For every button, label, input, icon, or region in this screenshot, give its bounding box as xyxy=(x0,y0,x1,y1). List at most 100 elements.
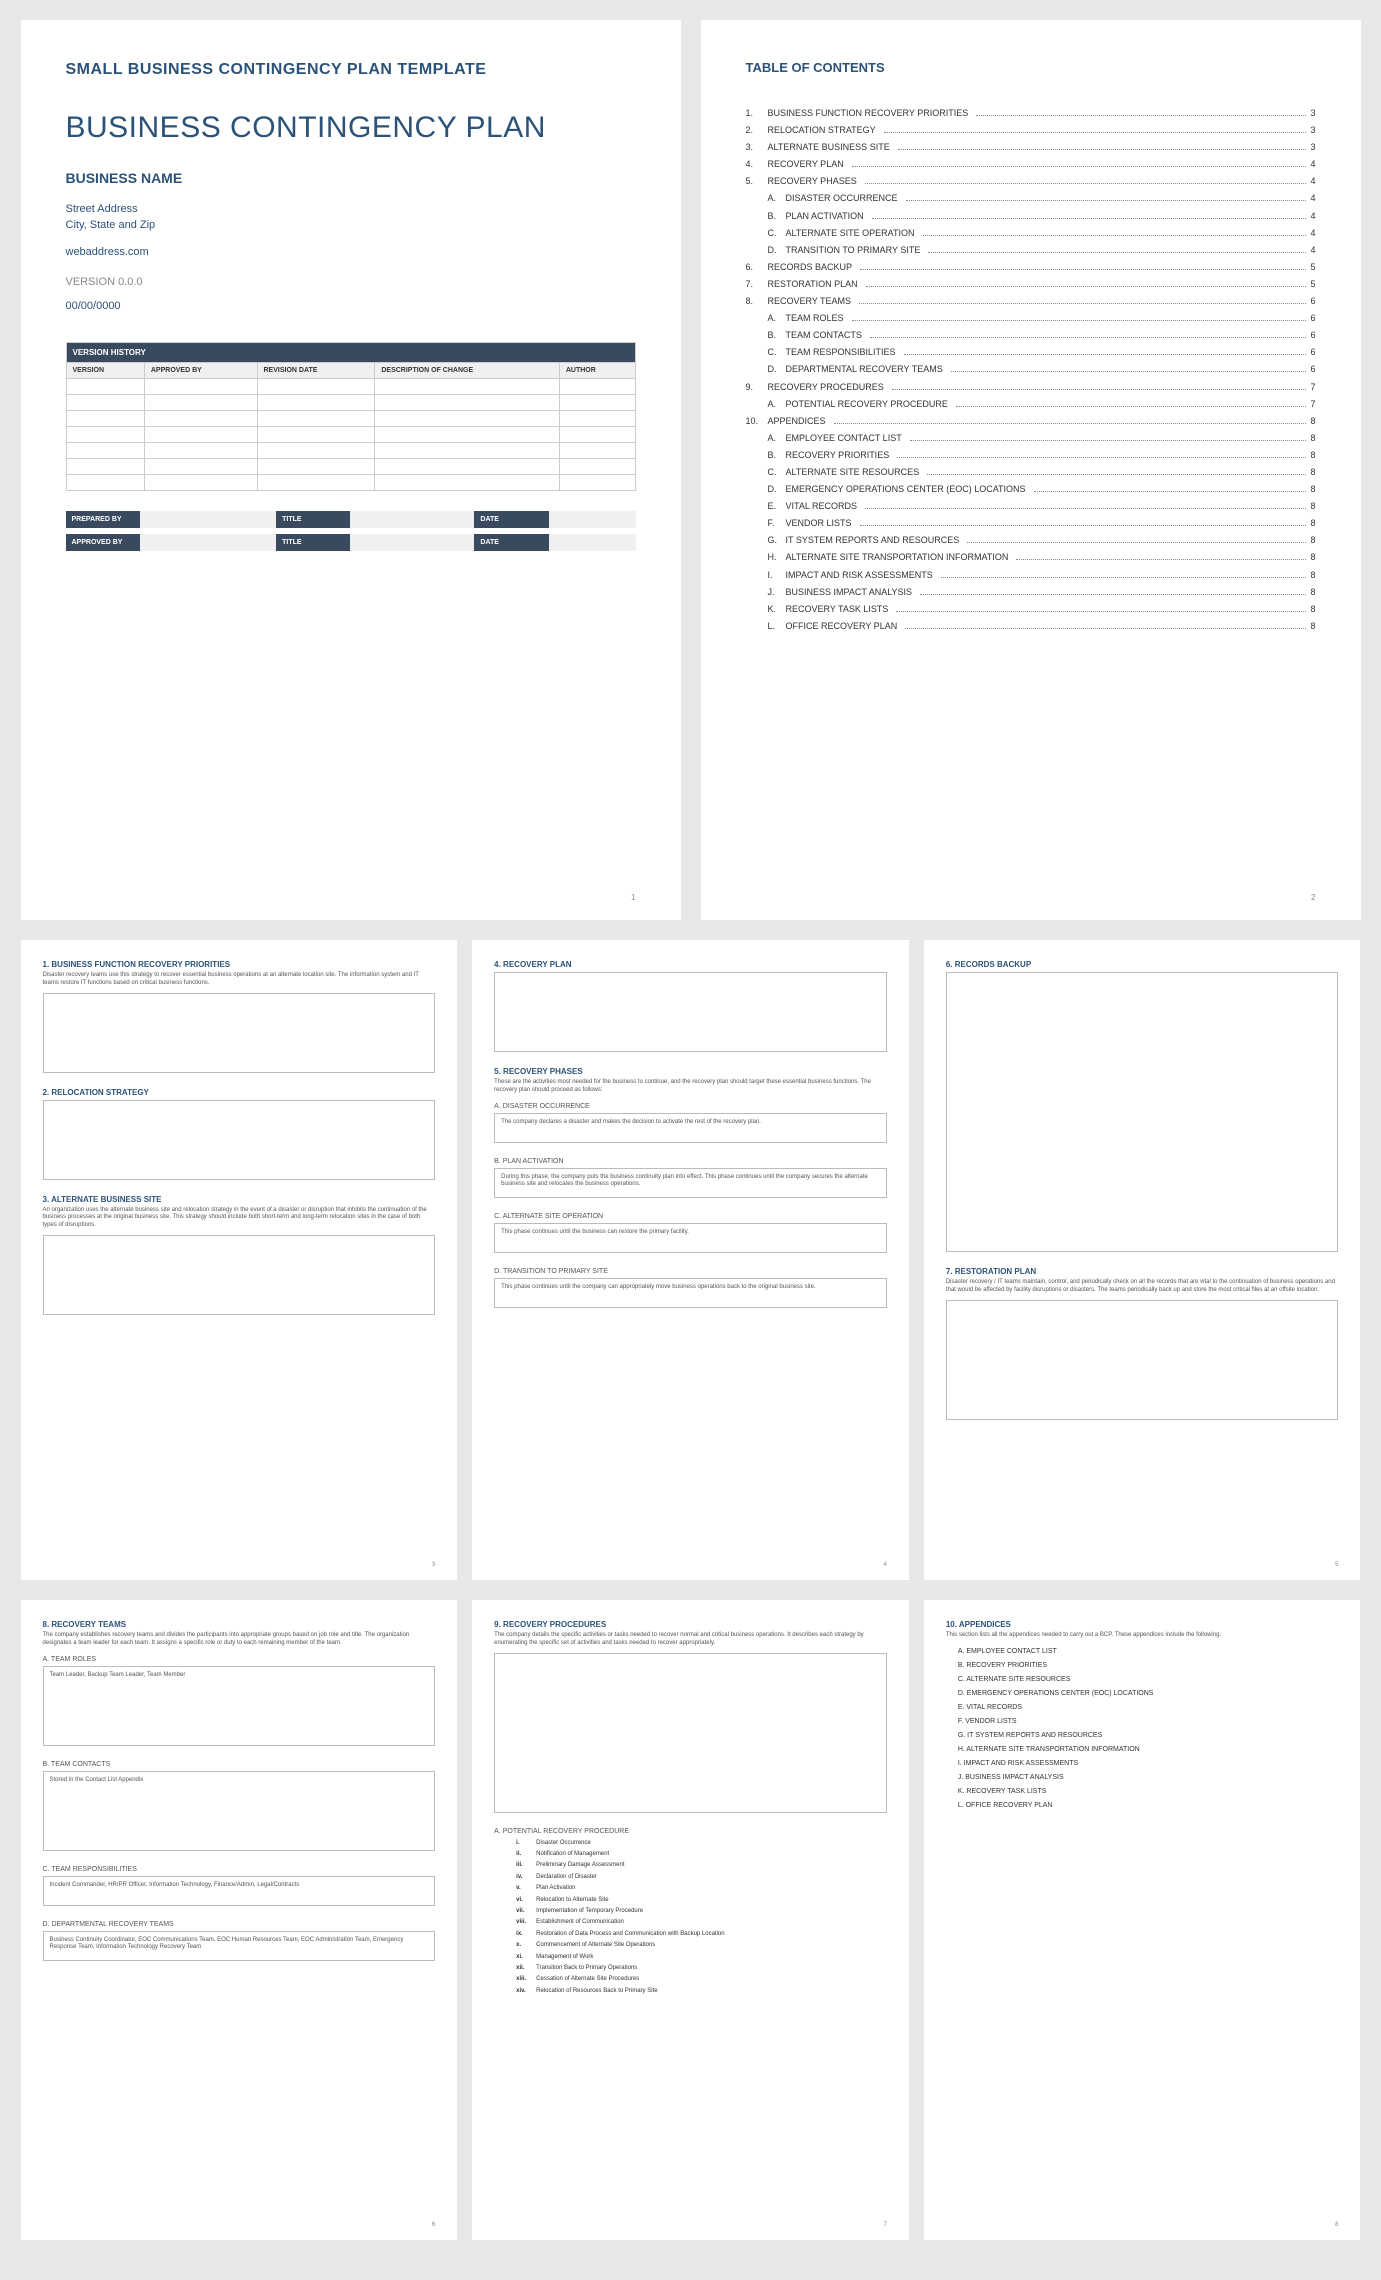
content-box xyxy=(43,1235,436,1315)
list-item: G. IT SYSTEM REPORTS AND RESOURCES xyxy=(958,1729,1339,1743)
content-box xyxy=(43,1100,436,1180)
page-3: 1. BUSINESS FUNCTION RECOVERY PRIORITIES… xyxy=(21,940,458,1580)
city-state-zip: City, State and Zip xyxy=(66,217,636,234)
list-item: A. EMPLOYEE CONTACT LIST xyxy=(958,1645,1339,1659)
sub-heading: D. TRANSITION TO PRIMARY SITE xyxy=(494,1268,887,1275)
table-of-contents: 1.BUSINESS FUNCTION RECOVERY PRIORITIES3… xyxy=(746,105,1316,635)
section-heading: 9. RECOVERY PROCEDURES xyxy=(494,1620,887,1629)
toc-entry: J.BUSINESS IMPACT ANALYSIS8 xyxy=(746,584,1316,601)
toc-entry: H.ALTERNATE SITE TRANSPORTATION INFORMAT… xyxy=(746,549,1316,566)
appendix-list: A. EMPLOYEE CONTACT LISTB. RECOVERY PRIO… xyxy=(946,1645,1339,1813)
sub-heading: B. PLAN ACTIVATION xyxy=(494,1158,887,1165)
list-item: xi.Management of Work xyxy=(516,1952,887,1963)
signature-table: PREPARED BY TITLE DATE APPROVED BY TITLE… xyxy=(66,511,636,551)
section-heading: 7. RESTORATION PLAN xyxy=(946,1267,1339,1276)
title-label-2: TITLE xyxy=(276,534,350,551)
list-item: ii.Notification of Management xyxy=(516,1849,887,1860)
toc-entry: 7.RESTORATION PLAN5 xyxy=(746,276,1316,293)
list-item: F. VENDOR LISTS xyxy=(958,1715,1339,1729)
table-row xyxy=(66,442,635,458)
sub-heading: C. ALTERNATE SITE OPERATION xyxy=(494,1213,887,1220)
content-box: This phase continues until the company c… xyxy=(494,1278,887,1308)
toc-entry: 4.RECOVERY PLAN4 xyxy=(746,156,1316,173)
table-row xyxy=(66,458,635,474)
section-heading: 4. RECOVERY PLAN xyxy=(494,960,887,969)
table-row xyxy=(66,394,635,410)
list-item: B. RECOVERY PRIORITIES xyxy=(958,1659,1339,1673)
vh-col-revdate: REVISION DATE xyxy=(257,362,375,378)
content-box xyxy=(946,972,1339,1252)
toc-entry: G.IT SYSTEM REPORTS AND RESOURCES8 xyxy=(746,532,1316,549)
sub-heading: A. DISASTER OCCURRENCE xyxy=(494,1103,887,1110)
prepared-by-value xyxy=(140,511,276,528)
title-value-2 xyxy=(350,534,474,551)
page-1: SMALL BUSINESS CONTINGENCY PLAN TEMPLATE… xyxy=(21,20,681,920)
list-item: K. RECOVERY TASK LISTS xyxy=(958,1785,1339,1799)
vh-col-author: AUTHOR xyxy=(559,362,635,378)
vh-col-desc: DESCRIPTION OF CHANGE xyxy=(375,362,560,378)
section-heading: 8. RECOVERY TEAMS xyxy=(43,1620,436,1629)
sub-heading: A. POTENTIAL RECOVERY PROCEDURE xyxy=(494,1828,887,1835)
table-row xyxy=(66,474,635,490)
page-8: 10. APPENDICES This section lists all th… xyxy=(924,1600,1361,2240)
toc-entry: C.ALTERNATE SITE OPERATION4 xyxy=(746,225,1316,242)
list-item: D. EMERGENCY OPERATIONS CENTER (EOC) LOC… xyxy=(958,1687,1339,1701)
street-address: Street Address xyxy=(66,201,636,218)
toc-entry: C.ALTERNATE SITE RESOURCES8 xyxy=(746,464,1316,481)
toc-entry: B.TEAM CONTACTS6 xyxy=(746,327,1316,344)
list-item: H. ALTERNATE SITE TRANSPORTATION INFORMA… xyxy=(958,1743,1339,1757)
toc-entry: F.VENDOR LISTS8 xyxy=(746,515,1316,532)
page-number: 2 xyxy=(1311,893,1315,902)
toc-entry: 2.RELOCATION STRATEGY3 xyxy=(746,122,1316,139)
list-item: E. VITAL RECORDS xyxy=(958,1701,1339,1715)
approved-by-label: APPROVED BY xyxy=(66,534,140,551)
toc-entry: D.EMERGENCY OPERATIONS CENTER (EOC) LOCA… xyxy=(746,481,1316,498)
toc-entry: 6.RECORDS BACKUP5 xyxy=(746,259,1316,276)
section-heading: 2. RELOCATION STRATEGY xyxy=(43,1088,436,1097)
toc-entry: 1.BUSINESS FUNCTION RECOVERY PRIORITIES3 xyxy=(746,105,1316,122)
section-heading: 1. BUSINESS FUNCTION RECOVERY PRIORITIES xyxy=(43,960,436,969)
version-label: VERSION 0.0.0 xyxy=(66,276,636,288)
page-4: 4. RECOVERY PLAN 5. RECOVERY PHASES Thes… xyxy=(472,940,909,1580)
list-item: I. IMPACT AND RISK ASSESSMENTS xyxy=(958,1757,1339,1771)
list-item: v.Plan Activation xyxy=(516,1883,887,1894)
version-history-table: VERSION HISTORY VERSION APPROVED BY REVI… xyxy=(66,342,636,491)
toc-entry: C.TEAM RESPONSIBILITIES6 xyxy=(746,344,1316,361)
section-description: Disaster recovery / IT teams maintain, c… xyxy=(946,1279,1339,1295)
list-item: C. ALTERNATE SITE RESOURCES xyxy=(958,1673,1339,1687)
toc-entry: K.RECOVERY TASK LISTS8 xyxy=(746,601,1316,618)
table-row xyxy=(66,378,635,394)
date-value-2 xyxy=(549,534,636,551)
content-box: Team Leader, Backup Team Leader, Team Me… xyxy=(43,1666,436,1746)
sub-heading: D. DEPARTMENTAL RECOVERY TEAMS xyxy=(43,1921,436,1928)
content-box xyxy=(43,993,436,1073)
toc-entry: D.TRANSITION TO PRIMARY SITE4 xyxy=(746,242,1316,259)
section-heading: 3. ALTERNATE BUSINESS SITE xyxy=(43,1195,436,1204)
section-description: Disaster recovery teams use this strateg… xyxy=(43,972,436,988)
section-description: The company establishes recovery teams a… xyxy=(43,1632,436,1648)
content-box: Incident Commander, HR/PR Officer, Infor… xyxy=(43,1876,436,1906)
date-value xyxy=(549,511,636,528)
section-description: These are the activities most needed for… xyxy=(494,1079,887,1095)
page-2: TABLE OF CONTENTS 1.BUSINESS FUNCTION RE… xyxy=(701,20,1361,920)
toc-entry: L.OFFICE RECOVERY PLAN8 xyxy=(746,618,1316,635)
content-box: Stored in the Contact List Appendix xyxy=(43,1771,436,1851)
toc-entry: 10.APPENDICES8 xyxy=(746,413,1316,430)
toc-entry: B.PLAN ACTIVATION4 xyxy=(746,208,1316,225)
toc-entry: 3.ALTERNATE BUSINESS SITE3 xyxy=(746,139,1316,156)
vh-title: VERSION HISTORY xyxy=(66,342,635,362)
sub-heading: A. TEAM ROLES xyxy=(43,1656,436,1663)
template-title: SMALL BUSINESS CONTINGENCY PLAN TEMPLATE xyxy=(66,60,636,81)
list-item: xiv.Relocation of Resources Back to Prim… xyxy=(516,1986,887,1997)
title-label: TITLE xyxy=(276,511,350,528)
section-heading: 10. APPENDICES xyxy=(946,1620,1339,1629)
toc-entry: 9.RECOVERY PROCEDURES7 xyxy=(746,379,1316,396)
page-number: 7 xyxy=(883,2222,886,2228)
document-title: BUSINESS CONTINGENCY PLAN xyxy=(66,111,636,145)
list-item: xii.Transition Back to Primary Operation… xyxy=(516,1963,887,1974)
toc-entry: B.RECOVERY PRIORITIES8 xyxy=(746,447,1316,464)
section-heading: 6. RECORDS BACKUP xyxy=(946,960,1339,969)
content-box xyxy=(494,1653,887,1813)
toc-entry: A.POTENTIAL RECOVERY PROCEDURE7 xyxy=(746,396,1316,413)
table-row xyxy=(66,410,635,426)
